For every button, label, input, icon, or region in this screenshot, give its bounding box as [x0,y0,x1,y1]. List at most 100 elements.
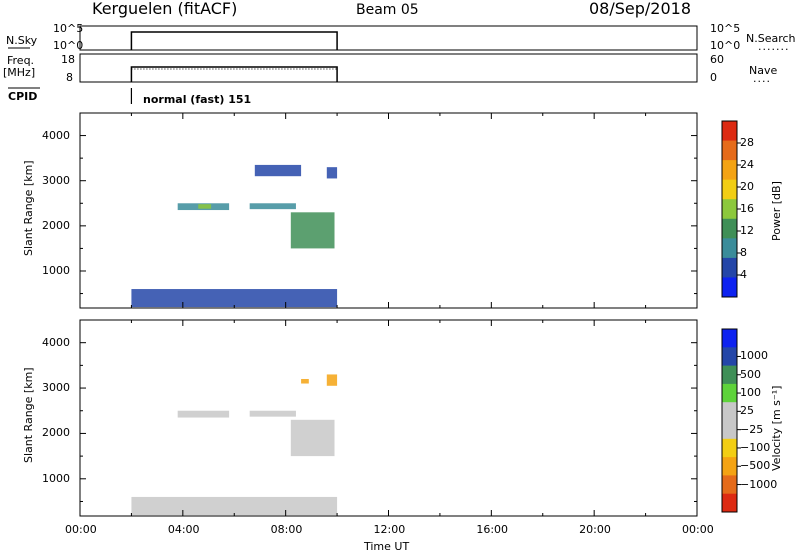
nsky-strip-frame [79,25,698,51]
y-tick-label: 3000 [42,381,70,395]
velocity-panel [79,319,698,517]
nsearch-line-key: ······· [758,43,790,56]
echo-region-1 [177,410,230,418]
colorbar-tick-label: 16 [740,202,754,215]
colorbar-tick-label: 25 [740,404,754,418]
x-tick-label: 00:00 [65,523,97,536]
freq-trace [130,66,338,82]
colorbar-tick-label: 100 [740,386,761,400]
echo-region-2 [249,410,296,417]
colorbar-band [722,257,737,278]
y-tick-label: 1000 [42,471,70,485]
nave-line-key: ···· [753,75,771,88]
echo-region-3 [249,203,296,210]
colorbar-band [722,238,737,259]
colorbar-band [722,420,737,440]
colorbar-tick-label: 8 [740,246,747,259]
y-tick-label: 4000 [42,128,70,142]
echo-region-5 [326,167,338,179]
colorbar-tick-label: −500 [740,459,771,473]
freq-unit: [MHz] [3,66,36,79]
x-tick-label: 08:00 [270,523,303,536]
colorbar-band [722,199,737,220]
nsearch-tick-top: 10^5 [710,22,741,35]
colorbar-tick-label: 500 [740,367,761,381]
x-tick-label: 00:00 [682,523,714,536]
colorbar-band [722,329,737,348]
echo-region-3 [290,419,335,457]
colorbar-band [722,493,737,513]
y-tick-label: 2000 [42,426,70,440]
x-axis-label: Time UT [364,540,410,553]
power-colorbar [721,120,741,298]
colorbar-band [722,457,737,476]
colorbar-tick-label: −1000 [740,477,778,491]
x-tick-label: 12:00 [373,523,406,536]
panel-frame [79,319,698,517]
y-tick-label: 2000 [42,218,70,232]
date-label: 08/Sep/2018 [589,0,692,18]
echo-region-5 [301,378,309,384]
colorbar-band [722,383,737,403]
colorbar-band [722,365,737,385]
nave-tick-bottom: 0 [710,71,717,84]
colorbar-label: Power [dB] [770,181,783,241]
echo-region-0 [131,496,338,516]
echo-region-6 [254,164,302,177]
colorbar-band [722,475,737,495]
colorbar-band [722,121,737,142]
y-tick-label: 3000 [42,173,70,187]
freq-tick-top: 18 [61,53,75,66]
colorbar-band [722,160,737,181]
panel-frame [79,112,698,309]
colorbar-band [722,218,737,239]
colorbar-frame [721,328,738,513]
colorbar-tick-label: 24 [740,158,754,171]
cpid-value: normal (fast) 151 [143,93,252,106]
power-panel [79,112,698,309]
cpid-label: CPID [8,90,38,103]
nave-tick-top: 60 [710,53,724,66]
nsky-tick-bottom: 10^0 [53,39,84,52]
nsearch-tick-bottom: 10^0 [710,39,741,52]
freq-label: Freq. [7,54,35,67]
echo-region-0 [131,289,338,308]
x-tick-label: 20:00 [579,523,611,536]
echo-region-4 [326,374,338,386]
colorbar-band [722,179,737,200]
nsearch-label: N.Search [746,32,796,45]
colorbar-tick-label: 28 [740,136,754,149]
colorbar-tick-label: −25 [740,422,764,436]
freq-strip-frame [79,53,698,83]
echo-region-4 [290,212,335,249]
x-tick-label: 16:00 [476,523,509,536]
colorbar-tick-label: 12 [740,224,754,237]
y-axis-label: Slant Range [km] [22,367,35,463]
colorbar-band [722,347,737,367]
site-title: Kerguelen (fitACF) [92,0,238,18]
colorbar-band [722,140,737,161]
colorbar-tick-label: 4 [740,268,747,281]
x-tick-label: 04:00 [167,523,200,536]
nsky-label: N.Sky [6,34,38,47]
colorbar-tick-label: 20 [740,180,754,193]
colorbar-tick-label: −100 [740,440,771,454]
colorbar-label: Velocity [m s⁻¹] [770,385,783,471]
colorbar-band [722,277,737,298]
nave-label: Nave [749,64,778,77]
y-tick-label: 4000 [42,335,70,349]
nsky-trace [130,31,338,50]
strip-frames [8,25,698,104]
colorbar-band [722,402,737,421]
y-tick-label: 1000 [42,263,70,277]
colorbar-band [722,438,737,458]
nsky-tick-top: 10^5 [53,22,84,35]
echo-region-2 [198,204,212,209]
beam-label: Beam 05 [356,2,419,18]
velocity-colorbar [721,328,741,513]
y-axis-label: Slant Range [km] [22,159,35,256]
colorbar-tick-label: 1000 [740,349,768,363]
freq-tick-bottom: 8 [66,71,73,84]
